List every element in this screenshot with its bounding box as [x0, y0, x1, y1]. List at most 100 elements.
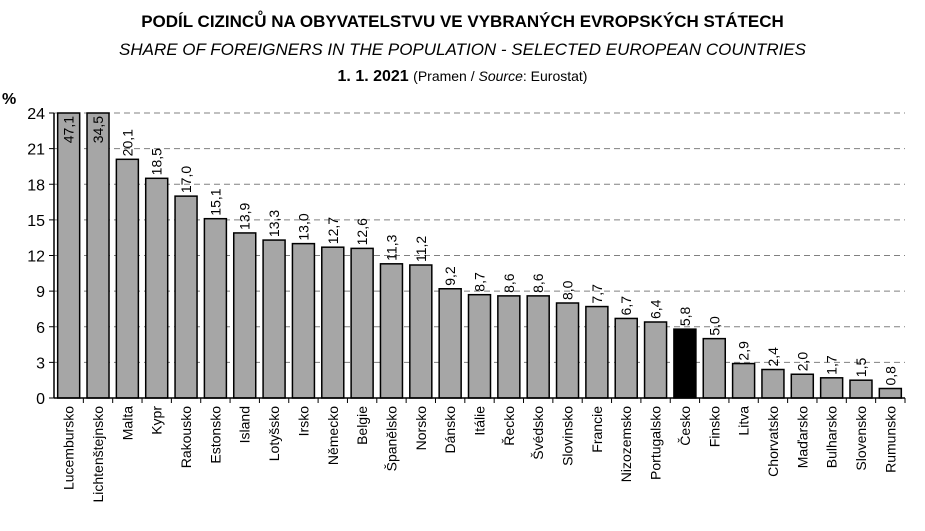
- x-tick-label: Chorvatsko: [765, 406, 781, 477]
- x-tick-label: Estonsko: [207, 406, 223, 464]
- x-tick-label: Finsko: [706, 406, 722, 447]
- y-tick-label: 9: [36, 284, 45, 301]
- data-label: 8,6: [501, 273, 517, 293]
- bar-Norsko: [409, 264, 433, 399]
- x-tick-label: Lichtenštejnsko: [90, 406, 106, 503]
- x-tick-label: Litva: [736, 406, 752, 436]
- bar-Irsko: [291, 242, 316, 399]
- data-label: 12,7: [325, 217, 341, 244]
- bar-Dánsko: [438, 288, 462, 399]
- data-label: 47,1: [61, 116, 77, 143]
- x-tick-label: Německo: [325, 406, 341, 465]
- bar-Slovinsko: [555, 302, 580, 399]
- y-tick-label: 6: [36, 320, 45, 337]
- data-label: 6,4: [648, 299, 664, 319]
- y-tick-label: 24: [27, 106, 45, 123]
- bar-Lucembursko: [56, 112, 81, 399]
- bar-Česko: [673, 328, 697, 399]
- source-open: (Pramen /: [413, 68, 479, 84]
- x-tick-label: Slovensko: [853, 406, 869, 471]
- x-tick-label: Francie: [589, 406, 605, 453]
- data-label: 13,0: [295, 213, 311, 240]
- x-tick-label: Belgie: [354, 406, 370, 445]
- data-label: 1,5: [853, 358, 869, 378]
- source-word: Source: [478, 68, 523, 84]
- data-label: 13,3: [266, 210, 282, 237]
- x-tick-label: Česko: [677, 406, 693, 446]
- bar-Itálie: [467, 293, 492, 399]
- x-tick-label: Nizozemsko: [618, 406, 634, 482]
- data-label: 34,5: [90, 116, 106, 143]
- x-tick-label: Island: [237, 406, 253, 443]
- data-label: 7,7: [589, 284, 605, 304]
- data-label: 8,0: [560, 280, 576, 300]
- data-label: 8,7: [472, 272, 488, 292]
- data-label: 0,8: [882, 366, 898, 386]
- bar-Finsko: [702, 337, 727, 399]
- chart-title-cz: PODÍL CIZINCŮ NA OBYVATELSTVU VE VYBRANÝ…: [141, 12, 784, 31]
- data-label: 11,2: [413, 236, 429, 262]
- bar-Bulharsko: [819, 377, 844, 399]
- y-tick-label: 0: [36, 391, 45, 408]
- bar-Maďarsko: [790, 373, 815, 399]
- bar-Island: [232, 232, 257, 399]
- bar-Švédsko: [526, 295, 550, 399]
- data-label: 17,0: [178, 166, 194, 193]
- bar-Malta: [115, 158, 140, 399]
- x-tick-label: Španělsko: [383, 406, 399, 472]
- y-tick-label: 12: [27, 249, 45, 266]
- bar-Nizozemsko: [614, 317, 638, 399]
- x-tick-label: Irsko: [295, 406, 311, 437]
- y-axis-label: %: [2, 91, 16, 108]
- bar-Kypr: [144, 177, 169, 399]
- bar-Litva: [731, 362, 756, 399]
- bar-Lichtenštejnsko: [86, 112, 110, 399]
- x-tick-label: Švédsko: [530, 406, 546, 460]
- data-label: 2,4: [765, 347, 781, 367]
- y-tick-label: 18: [27, 177, 45, 194]
- x-tick-label: Norsko: [413, 406, 429, 451]
- x-tick-label: Malta: [119, 406, 135, 440]
- x-tick-label: Lotyšsko: [266, 406, 282, 461]
- x-tick-label: Bulharsko: [824, 406, 840, 468]
- y-tick-label: 3: [36, 355, 45, 372]
- bar-Německo: [321, 246, 345, 399]
- bar-Lotyšsko: [262, 239, 286, 399]
- data-label: 5,8: [677, 306, 693, 326]
- data-label: 1,7: [824, 355, 840, 375]
- chart-title-en: SHARE OF FOREIGNERS IN THE POPULATION - …: [118, 40, 807, 59]
- bar-Řecko: [497, 295, 521, 399]
- x-tick-label: Dánsko: [442, 406, 458, 454]
- data-label: 18,5: [149, 148, 165, 175]
- bar-Chorvatsko: [761, 368, 785, 399]
- bar-Francie: [585, 305, 609, 399]
- data-label: 2,9: [736, 341, 752, 361]
- x-tick-label: Rumunsko: [882, 406, 898, 473]
- data-label: 15,1: [207, 188, 223, 215]
- source-rest: : Eurostat): [522, 68, 588, 84]
- data-label: 2,0: [794, 352, 810, 372]
- x-tick-label: Slovinsko: [560, 406, 576, 466]
- x-tick-label: Portugalsko: [648, 406, 664, 480]
- data-label: 9,2: [442, 266, 458, 286]
- data-label: 13,9: [237, 202, 253, 229]
- data-label: 5,0: [706, 316, 722, 336]
- date: 1. 1. 2021: [337, 68, 409, 85]
- y-tick-label: 21: [27, 142, 45, 159]
- chart-subtitle: 1. 1. 2021 (Pramen / Source: Eurostat): [0, 68, 925, 86]
- x-tick-label: Řecko: [501, 406, 517, 446]
- x-tick-label: Maďarsko: [794, 406, 810, 469]
- x-tick-label: Kypr: [149, 406, 165, 435]
- data-label: 20,1: [119, 129, 135, 156]
- bar-Estonsko: [203, 217, 228, 399]
- data-label: 11,3: [383, 234, 399, 260]
- bar-Slovensko: [849, 379, 873, 399]
- data-label: 6,7: [618, 296, 634, 316]
- x-tick-label: Itálie: [472, 406, 488, 436]
- y-tick-label: 15: [27, 213, 45, 230]
- x-tick-label: Lucembursko: [61, 406, 77, 490]
- bar-Španělsko: [379, 263, 404, 399]
- data-label: 8,6: [530, 273, 546, 293]
